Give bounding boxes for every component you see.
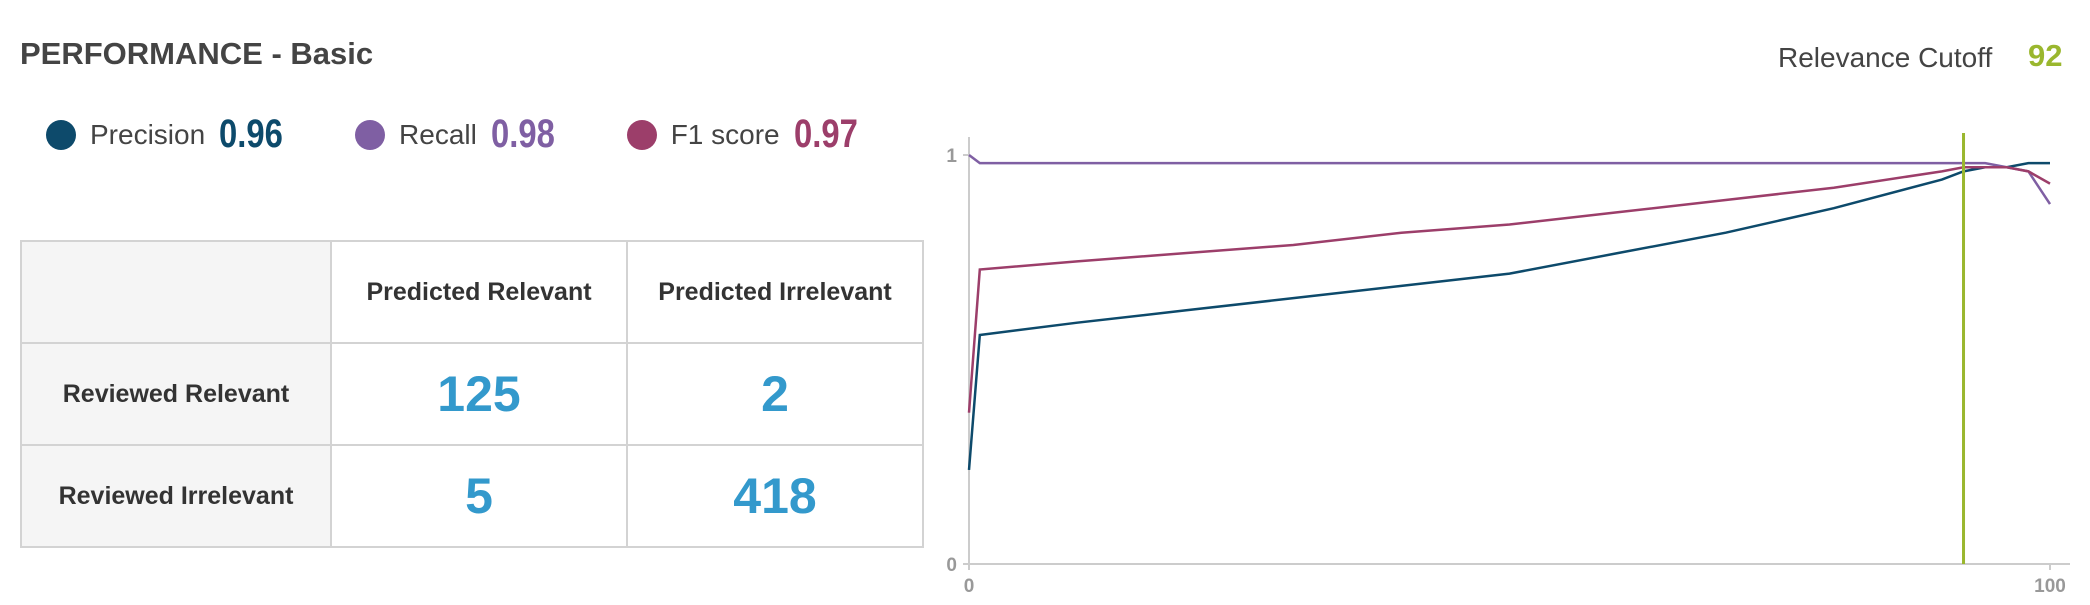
metric-name: F1 score xyxy=(670,118,780,150)
legend-item: F1 score 0.97 xyxy=(626,112,872,157)
cutoff-value: 92 xyxy=(2028,38,2063,73)
column-header: Predicted Irrelevant xyxy=(626,240,924,344)
legend-dot xyxy=(626,119,657,150)
corner-cell xyxy=(20,240,332,344)
x-tick-label: 0 xyxy=(964,576,975,597)
confusion-table: Predicted Relevant Predicted Irrelevant R… xyxy=(20,240,924,548)
count-cell: 2 xyxy=(626,342,924,446)
legend: Precision 0.96 Recall 0.98 F1 score 0.97 xyxy=(46,112,872,157)
title: PERFORMANCE - Basic xyxy=(20,36,374,71)
legend-dot xyxy=(355,119,386,150)
table-body: Reviewed Relevant 125 2 Reviewed Irrelevant… xyxy=(20,342,924,548)
metric-name: Recall xyxy=(399,118,477,150)
metric-value: 0.96 xyxy=(219,112,284,156)
row-label: Reviewed Relevant xyxy=(20,342,332,446)
legend-item: Precision 0.96 xyxy=(46,112,297,157)
series-line xyxy=(967,161,2050,471)
legend-dot xyxy=(46,119,76,150)
column-header: Predicted Relevant xyxy=(330,240,628,344)
table-row: Reviewed Irrelevant 5 418 xyxy=(20,444,924,548)
y-tick-label: 1 xyxy=(946,146,957,167)
metric-name: Precision xyxy=(90,118,206,150)
cutoff-label: Relevance Cutoff xyxy=(1778,42,1993,73)
metric-value: 0.97 xyxy=(793,112,858,156)
y-tick-label: 0 xyxy=(946,555,957,576)
row-label: Reviewed Irrelevant xyxy=(20,444,332,548)
count-cell: 418 xyxy=(626,444,924,548)
count-cell: 5 xyxy=(330,444,628,548)
x-tick-label: 100 xyxy=(2034,576,2066,597)
metric-value: 0.98 xyxy=(490,112,555,156)
series-line xyxy=(967,166,2051,413)
header-row: Predicted Relevant Predicted Irrelevant xyxy=(20,240,924,344)
legend-item: Recall 0.98 xyxy=(355,112,569,157)
count-cell: 125 xyxy=(330,342,628,446)
table-row: Reviewed Relevant 125 2 xyxy=(20,342,924,446)
series-line xyxy=(968,154,2052,205)
